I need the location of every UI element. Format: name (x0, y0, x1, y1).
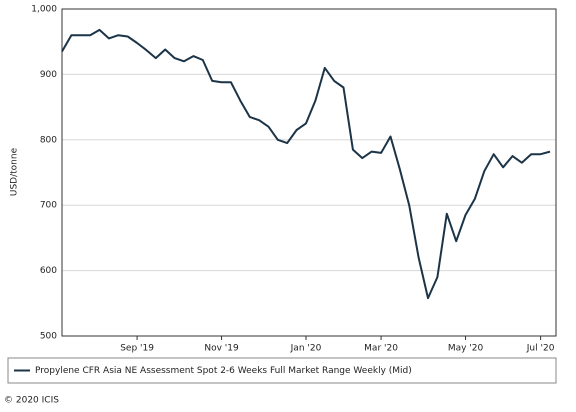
y-tick-label: 800 (40, 135, 57, 145)
x-tick-label: May '20 (448, 344, 484, 354)
x-tick-label: Jan '20 (290, 344, 322, 354)
legend-label: Propylene CFR Asia NE Assessment Spot 2-… (35, 366, 412, 376)
y-tick-label: 900 (40, 70, 57, 80)
plot-frame (61, 8, 557, 337)
y-tick-label: 700 (40, 201, 57, 211)
x-tick-label: Mar '20 (364, 344, 398, 354)
y-tick-label: 600 (40, 266, 57, 276)
data-line (61, 28, 551, 300)
x-tick-label: Nov '19 (204, 344, 239, 354)
x-tick-label: Sep '19 (120, 344, 154, 354)
y-tick-label: 1,000 (31, 5, 57, 15)
legend-box (7, 357, 557, 384)
y-tick-label: 500 (40, 332, 57, 342)
x-tick-label: Jul '20 (526, 344, 555, 354)
y-axis-label: USD/tonne (10, 147, 20, 196)
footer: © 2020 ICIS (4, 396, 59, 406)
